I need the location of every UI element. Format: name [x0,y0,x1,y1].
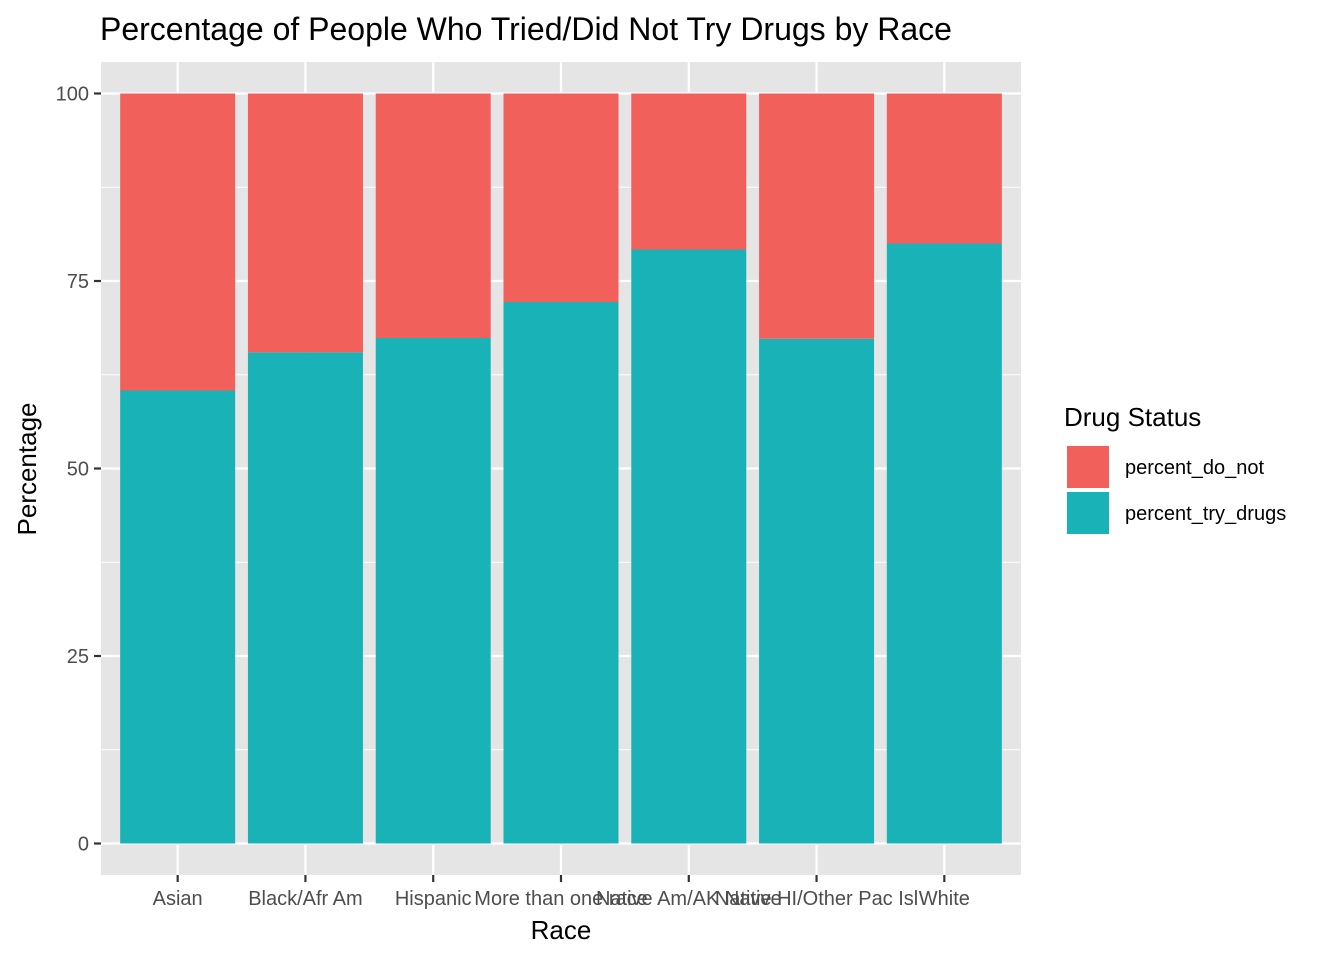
x-tick-label: Hispanic [395,888,472,910]
y-axis: 0 25 50 75 100 [56,84,101,856]
bar-percent_try_drugs [759,338,875,844]
bar-percent_try_drugs [247,352,363,844]
bar-percent_do_not [503,93,619,302]
bar-percent_do_not [375,93,491,338]
bar-percent_do_not [886,93,1002,244]
legend-key-percent_do_not [1065,444,1111,490]
bar-percent_try_drugs [503,302,619,844]
legend: Drug Status percent_do_not percent_try_dr… [1064,402,1286,536]
bar-percent_try_drugs [120,390,236,844]
bar-percent_do_not [759,93,875,339]
legend-key-percent_try_drugs [1065,490,1111,536]
bars [120,93,1002,844]
x-axis-title: Race [531,915,592,945]
x-tick-label: Asian [153,888,203,910]
x-tick-label: Native Am/AK Native [596,888,782,910]
x-tick-label: More than one race [474,888,647,910]
bar-percent_try_drugs [886,243,1002,844]
y-tick-label: 0 [78,834,89,856]
y-axis-title: Percentage [12,403,42,536]
x-tick-label: Black/Afr Am [248,888,362,910]
x-tick-label: White [919,888,970,910]
y-tick-label: 75 [67,271,89,293]
chart-title: Percentage of People Who Tried/Did Not T… [100,11,952,47]
legend-title: Drug Status [1064,402,1201,432]
y-tick-label: 100 [56,84,89,106]
y-tick-label: 50 [67,459,89,481]
x-axis: Asian Black/Afr Am Hispanic More than one r… [153,875,970,910]
legend-label-percent_do_not: percent_do_not [1125,457,1264,479]
bar-percent_do_not [120,93,236,391]
y-tick-label: 25 [67,646,89,668]
bar-percent_do_not [247,93,363,353]
bar-percent_do_not [631,93,747,250]
bar-percent_try_drugs [375,338,491,844]
bar-percent_try_drugs [631,249,747,844]
legend-label-percent_try_drugs: percent_try_drugs [1125,503,1286,525]
x-tick-label: Native HI/Other Pac Isl [715,888,918,910]
